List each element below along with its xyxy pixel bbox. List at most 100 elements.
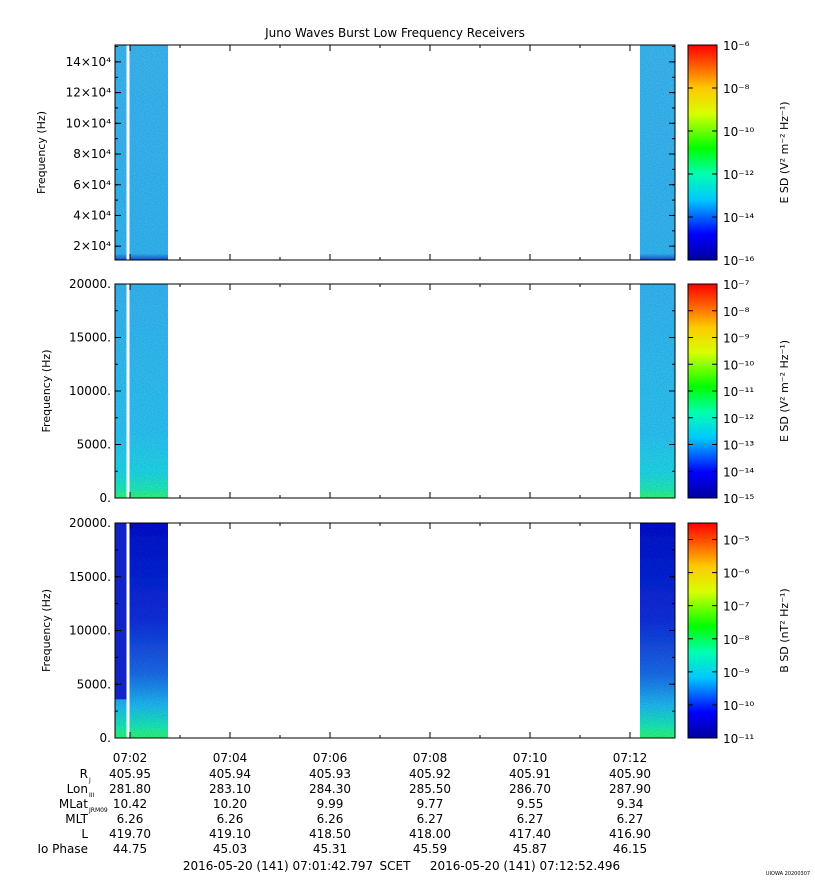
ephemeris-value: 419.70 (109, 827, 151, 841)
y-tick-label: 5000. (77, 677, 111, 691)
ephemeris-label-subscript: J (88, 777, 91, 784)
ephemeris-value: 6.27 (417, 812, 444, 826)
ephemeris-value: 6.27 (517, 812, 544, 826)
y-axis-label: Frequency (Hz) (40, 350, 53, 433)
ephemeris-value: 417.40 (509, 827, 551, 841)
y-axis-label: Frequency (Hz) (40, 589, 53, 672)
colorbar-tick-label: 10⁻⁶ (723, 567, 750, 581)
colorbar-tick-label: 10⁻¹² (723, 412, 754, 426)
ephemeris-value: 6.26 (317, 812, 344, 826)
ephemeris-value: 9.55 (517, 797, 544, 811)
y-tick-label: 5000. (77, 438, 111, 452)
ephemeris-value: 419.10 (209, 827, 251, 841)
spectrogram-block (640, 45, 675, 260)
colorbar-tick-label: 10⁻⁸ (723, 633, 750, 647)
colorbar-tick-label: 10⁻⁸ (723, 82, 750, 96)
spectrogram-block (115, 523, 127, 700)
ephemeris-value: 418.00 (409, 827, 451, 841)
ephemeris-label: MLT (65, 812, 88, 826)
time-tick-label: 07:04 (213, 751, 248, 765)
y-tick-label: 10000. (69, 624, 111, 638)
time-tick-label: 07:10 (513, 751, 548, 765)
ephemeris-value: 405.91 (509, 767, 551, 781)
y-tick-label: 12×10⁴ (66, 86, 112, 100)
colorbar-tick-label: 10⁻⁷ (723, 600, 750, 614)
ephemeris-value: 10.20 (213, 797, 247, 811)
ephemeris-value: 405.94 (209, 767, 251, 781)
y-tick-label: 20000. (69, 277, 111, 291)
y-tick-label: 20000. (69, 516, 111, 530)
end-time: 2016-05-20 (141) 07:12:52.496 (430, 859, 620, 873)
colorbar (687, 44, 718, 261)
colorbar-tick-label: 10⁻¹⁵ (723, 492, 754, 506)
time-tick-label: 07:06 (313, 751, 348, 765)
ephemeris-value: 286.70 (509, 782, 551, 796)
colorbar-tick-label: 10⁻¹³ (723, 439, 754, 453)
time-tick-label: 07:02 (113, 751, 148, 765)
colorbar-tick-label: 10⁻⁸ (723, 305, 750, 319)
y-tick-label: 0. (100, 731, 111, 745)
ephemeris-value: 44.75 (113, 842, 147, 856)
ephemeris-label: Io Phase (37, 842, 88, 856)
colorbar-tick-label: 10⁻¹⁰ (723, 125, 754, 139)
colorbar-tick-label: 10⁻¹⁶ (723, 254, 754, 268)
start-time: 2016-05-20 (141) 07:01:42.797 (183, 859, 373, 873)
colorbar-tick-label: 10⁻¹⁴ (723, 211, 754, 225)
watermark: UIOWA 20200307 (766, 871, 810, 877)
ephemeris-value: 46.15 (613, 842, 647, 856)
ephemeris-value: 281.80 (109, 782, 151, 796)
panel-1: 2×10⁴ 4×10⁴ 6×10⁴ 8×10⁴ 10×10⁴ 12×10⁴ 14×10⁴ Fr… (35, 39, 791, 268)
colorbar-tick-label: 10⁻⁹ (723, 332, 750, 346)
y-tick-label: 8×10⁴ (73, 147, 111, 161)
ephemeris-value: 45.03 (213, 842, 247, 856)
ephemeris-value: 416.90 (609, 827, 651, 841)
colorbar (687, 522, 718, 739)
y-tick-label: 10000. (69, 384, 111, 398)
ephemeris-label-subscript: JRM09 (88, 807, 108, 814)
y-tick-label: 10×10⁴ (66, 116, 112, 130)
colorbar-tick-label: 10⁻⁹ (723, 666, 750, 680)
colorbar-label: E SD (V² m⁻² Hz⁻¹) (778, 340, 791, 442)
ephemeris-label-subscript: III (89, 792, 95, 799)
y-tick-label: 4×10⁴ (73, 208, 111, 222)
ephemeris-label: Lon (67, 782, 88, 796)
colorbar-tick-label: 10⁻¹⁰ (723, 358, 754, 372)
ephemeris-value: 284.30 (309, 782, 351, 796)
ephemeris-value: 418.50 (309, 827, 351, 841)
ephemeris-value: 285.50 (409, 782, 451, 796)
figure-title: Juno Waves Burst Low Frequency Receivers (264, 26, 525, 40)
ephemeris-value: 10.42 (113, 797, 147, 811)
y-tick-label: 14×10⁴ (66, 55, 112, 69)
y-tick-label: 15000. (69, 570, 111, 584)
spectrogram-block (115, 45, 168, 260)
ephemeris-value: 45.87 (513, 842, 547, 856)
ephemeris-value: 9.99 (317, 797, 344, 811)
data-gap (126, 284, 130, 498)
colorbar-label: E SD (V² m⁻² Hz⁻¹) (778, 101, 791, 203)
colorbar-tick-label: 10⁻¹⁴ (723, 465, 754, 479)
ephemeris-value: 287.90 (609, 782, 651, 796)
ephemeris-value: 45.59 (413, 842, 447, 856)
ephemeris-label: R (80, 767, 88, 781)
ephemeris-value: 6.26 (117, 812, 144, 826)
plot-frame (114, 522, 676, 739)
scet-label: SCET (380, 859, 412, 873)
plot-frame (114, 44, 676, 261)
ephemeris-label: MLat (59, 797, 88, 811)
plot-frame (114, 283, 676, 499)
spectrogram-block (115, 284, 168, 498)
time-tick-label: 07:08 (413, 751, 448, 765)
colorbar-tick-label: 10⁻⁷ (723, 278, 750, 292)
ephemeris-value: 45.31 (313, 842, 347, 856)
ephemeris-label: L (81, 827, 88, 841)
y-tick-label: 6×10⁴ (73, 178, 111, 192)
data-gap (126, 523, 130, 738)
ephemeris-value: 9.77 (417, 797, 444, 811)
colorbar-label: B SD (nT² Hz⁻¹) (778, 588, 791, 672)
colorbar-tick-label: 10⁻⁵ (723, 534, 750, 548)
panel-3: 0. 5000. 10000. 15000. 20000. Frequency (Hz) 1… (40, 516, 791, 746)
ephemeris-value: 283.10 (209, 782, 251, 796)
y-tick-label: 15000. (69, 331, 111, 345)
